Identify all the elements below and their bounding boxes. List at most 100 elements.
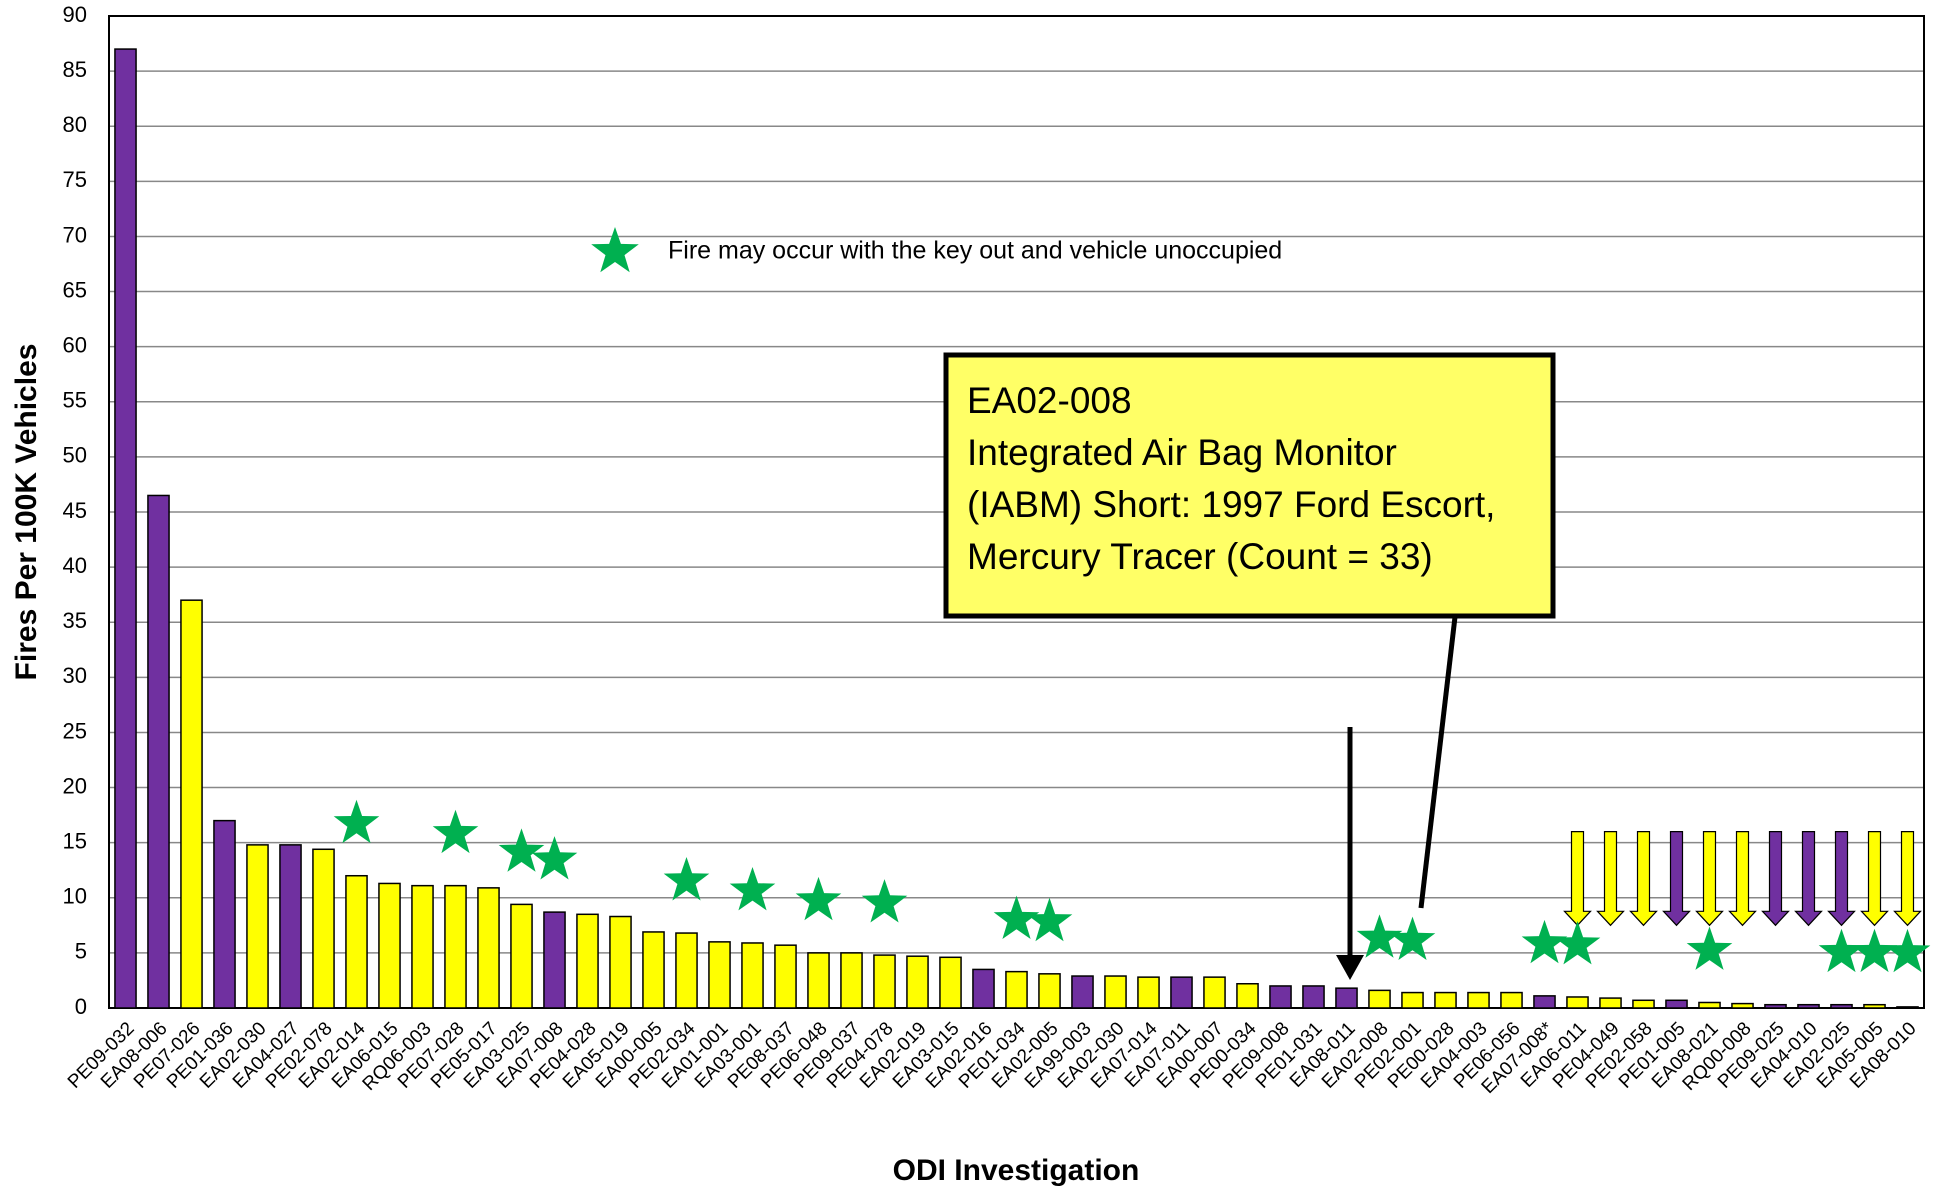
y-tick-label: 60 [63, 332, 87, 357]
bar [708, 941, 731, 1009]
y-tick-label: 5 [75, 939, 87, 964]
down-arrow [1860, 831, 1889, 927]
callout-box [943, 352, 1556, 619]
bar [1236, 983, 1259, 1009]
bar [1467, 991, 1490, 1009]
key-out-star [1026, 897, 1073, 942]
bar [1797, 1003, 1820, 1009]
bar [147, 494, 170, 1009]
down-arrow [1794, 831, 1823, 927]
bar [1269, 985, 1292, 1009]
bar [642, 931, 665, 1009]
bar [510, 903, 533, 1009]
bar [1203, 976, 1226, 1009]
bar [1830, 1003, 1853, 1009]
down-arrow [1728, 831, 1757, 927]
bar [1368, 989, 1391, 1009]
bar [1401, 991, 1424, 1009]
down-arrow [1629, 831, 1658, 927]
y-tick-label: 85 [63, 57, 87, 82]
bar [345, 874, 368, 1009]
y-tick-label: 20 [63, 773, 87, 798]
bar [543, 911, 566, 1009]
y-tick-label: 30 [63, 663, 87, 688]
bar [213, 819, 236, 1009]
bar [1071, 975, 1094, 1009]
bar [972, 968, 995, 1009]
callout-line: EA02-008 [967, 380, 1132, 421]
bar [1599, 997, 1622, 1009]
key-out-star [1521, 919, 1568, 964]
bar [741, 942, 764, 1009]
y-tick-label: 35 [63, 608, 87, 633]
callout-line: Mercury Tracer (Count = 33) [967, 536, 1433, 577]
bar [1896, 1006, 1919, 1009]
bar [939, 956, 962, 1009]
bar [1863, 1003, 1886, 1009]
bar [378, 882, 401, 1009]
key-out-star [1851, 928, 1898, 973]
bar [840, 952, 863, 1009]
bar [312, 848, 335, 1009]
key-out-star [861, 879, 908, 923]
bar [1665, 999, 1688, 1009]
bar [1731, 1002, 1754, 1009]
y-tick-label: 90 [63, 2, 87, 27]
bar [246, 844, 269, 1009]
bar [1533, 995, 1556, 1009]
bar [675, 932, 698, 1009]
y-axis-title: Fires Per 100K Vehicles [10, 344, 43, 681]
bar [1500, 991, 1523, 1009]
bar [774, 944, 797, 1009]
y-tick-label: 80 [63, 112, 87, 137]
y-tick-label: 40 [63, 553, 87, 578]
pointer-arrow-head [1336, 955, 1364, 980]
key-out-star [531, 836, 578, 880]
y-tick-label: 75 [63, 167, 87, 192]
bar [1170, 976, 1193, 1009]
legend-star [591, 227, 639, 273]
down-arrow [1761, 831, 1790, 927]
bar [906, 955, 929, 1009]
key-out-star [663, 857, 710, 901]
x-axis-title: ODI Investigation [893, 1154, 1140, 1187]
key-out-star [333, 799, 380, 844]
y-tick-label: 50 [63, 443, 87, 468]
key-out-star [1389, 916, 1436, 960]
key-out-star [1686, 926, 1733, 970]
y-tick-label: 65 [63, 277, 87, 302]
bar [1764, 1003, 1787, 1009]
bar [1104, 975, 1127, 1009]
bar [180, 599, 203, 1009]
key-out-star [795, 876, 842, 921]
y-tick-label: 0 [75, 994, 87, 1019]
key-out-star [1554, 921, 1601, 965]
key-out-star [498, 828, 545, 872]
y-tick-label: 10 [63, 884, 87, 909]
bar [1038, 973, 1061, 1009]
key-out-star [1884, 928, 1931, 973]
down-arrow [1893, 831, 1922, 927]
y-tick-label: 55 [63, 388, 87, 413]
bar [807, 952, 830, 1009]
down-arrow [1563, 831, 1592, 927]
bar [279, 844, 302, 1009]
bar [576, 913, 599, 1009]
bar [1005, 970, 1028, 1009]
bar [873, 954, 896, 1009]
bar [1698, 1001, 1721, 1009]
legend-note: Fire may occur with the key out and vehi… [668, 237, 1282, 265]
bar [444, 884, 467, 1009]
callout-line: Integrated Air Bag Monitor [967, 432, 1397, 473]
bar [477, 887, 500, 1009]
down-arrow [1827, 831, 1856, 927]
y-tick-label: 70 [63, 222, 87, 247]
down-arrow [1596, 831, 1625, 927]
y-tick-label: 45 [63, 498, 87, 523]
bar [609, 915, 632, 1009]
bar [1434, 991, 1457, 1009]
key-out-star [1356, 914, 1403, 958]
key-out-star [993, 895, 1040, 939]
bar [1566, 996, 1589, 1009]
